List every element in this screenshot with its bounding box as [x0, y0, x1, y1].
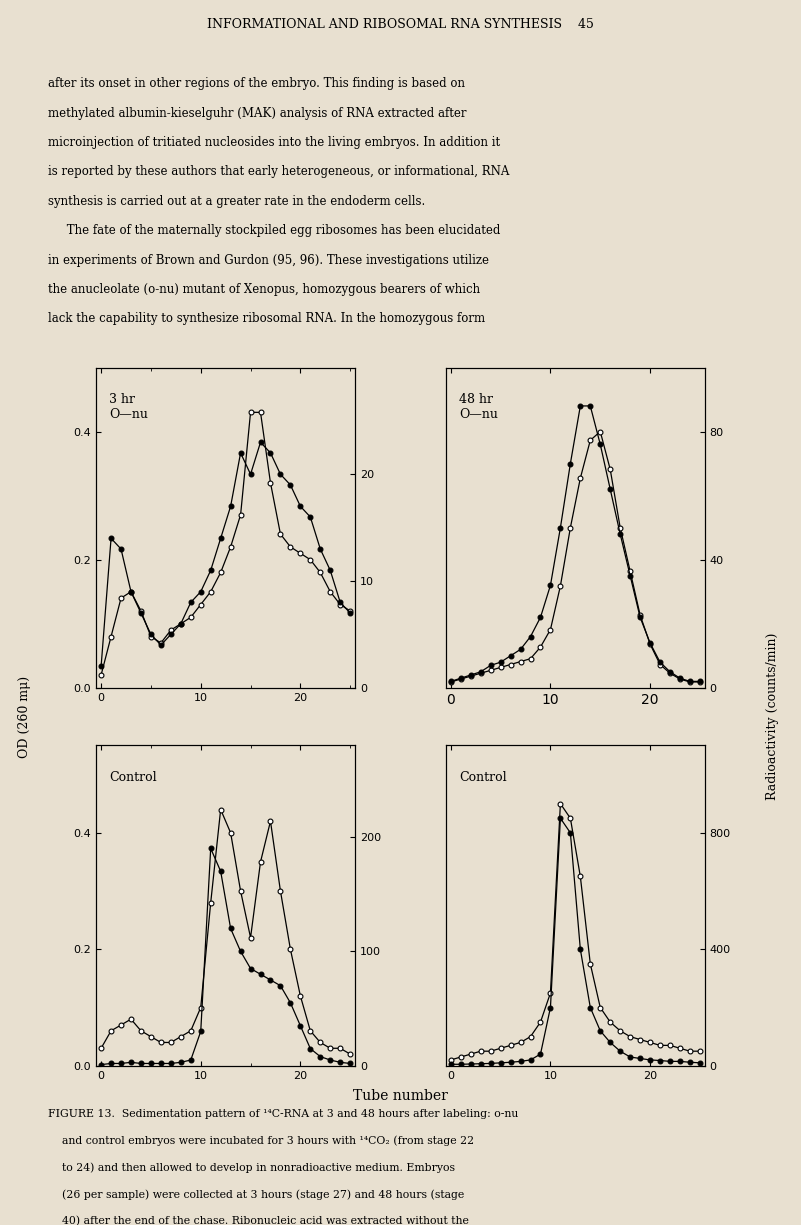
Text: lack the capability to synthesize ribosomal RNA. In the homozygous form: lack the capability to synthesize riboso… [48, 312, 485, 326]
Text: FIGURE 13.  Sedimentation pattern of ¹⁴C-RNA at 3 and 48 hours after labeling: o: FIGURE 13. Sedimentation pattern of ¹⁴C-… [48, 1109, 518, 1118]
Text: Control: Control [109, 771, 157, 784]
Text: in experiments of Brown and Gurdon (95, 96). These investigations utilize: in experiments of Brown and Gurdon (95, … [48, 254, 489, 267]
Text: INFORMATIONAL AND RIBOSOMAL RNA SYNTHESIS    45: INFORMATIONAL AND RIBOSOMAL RNA SYNTHESI… [207, 18, 594, 32]
Text: microinjection of tritiated nucleosides into the living embryos. In addition it: microinjection of tritiated nucleosides … [48, 136, 500, 149]
Text: 40) after the end of the chase. Ribonucleic acid was extracted without the: 40) after the end of the chase. Ribonucl… [48, 1216, 469, 1225]
Text: is reported by these authors that early heterogeneous, or informational, RNA: is reported by these authors that early … [48, 165, 509, 179]
Text: methylated albumin-kieselguhr (MAK) analysis of RNA extracted after: methylated albumin-kieselguhr (MAK) anal… [48, 107, 466, 120]
Text: the anucleolate (o-nu) mutant of Xenopus, homozygous bearers of which: the anucleolate (o-nu) mutant of Xenopus… [48, 283, 480, 296]
Text: 3 hr
O—nu: 3 hr O—nu [109, 393, 148, 421]
Text: (26 per sample) were collected at 3 hours (stage 27) and 48 hours (stage: (26 per sample) were collected at 3 hour… [48, 1189, 465, 1200]
Text: after its onset in other regions of the embryo. This finding is based on: after its onset in other regions of the … [48, 77, 465, 91]
Text: OD (260 mμ): OD (260 mμ) [18, 675, 30, 758]
Text: synthesis is carried out at a greater rate in the endoderm cells.: synthesis is carried out at a greater ra… [48, 195, 425, 208]
Text: Radioactivity (counts/min): Radioactivity (counts/min) [767, 633, 779, 800]
Text: and control embryos were incubated for 3 hours with ¹⁴CO₂ (from stage 22: and control embryos were incubated for 3… [48, 1136, 474, 1147]
Text: The fate of the maternally stockpiled egg ribosomes has been elucidated: The fate of the maternally stockpiled eg… [48, 224, 501, 238]
Text: to 24) and then allowed to develop in nonradioactive medium. Embryos: to 24) and then allowed to develop in no… [48, 1163, 455, 1174]
Text: Control: Control [459, 771, 506, 784]
Text: Tube number: Tube number [353, 1089, 448, 1104]
Text: 48 hr
O—nu: 48 hr O—nu [459, 393, 497, 421]
